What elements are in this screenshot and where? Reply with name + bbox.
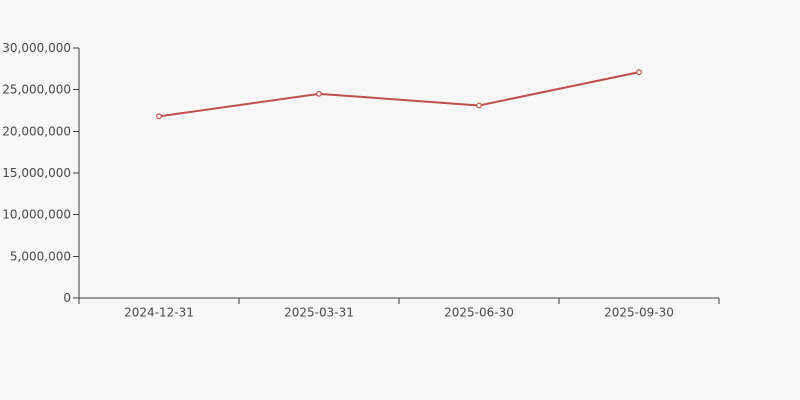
axis-lines (73, 47, 720, 304)
data-point-marker (476, 102, 482, 109)
x-tick-label: 2025-09-30 (604, 306, 674, 320)
y-tick-label: 15,000,000 (2, 166, 71, 180)
y-tick-label: 30,000,000 (2, 41, 71, 55)
data-line (158, 71, 640, 118)
y-tick-label: 0 (63, 291, 71, 305)
data-point-marker (156, 113, 162, 120)
x-tick-label: 2024-12-31 (124, 306, 194, 320)
y-tick-label: 20,000,000 (2, 124, 71, 138)
y-tick-label: 25,000,000 (2, 83, 71, 97)
y-tick-label: 10,000,000 (2, 208, 71, 222)
data-point-marker (636, 69, 642, 76)
x-tick-label: 2025-03-31 (284, 306, 354, 320)
x-tick-label: 2025-06-30 (444, 306, 514, 320)
data-point-marker (316, 90, 322, 97)
y-tick-label: 5,000,000 (10, 249, 71, 263)
